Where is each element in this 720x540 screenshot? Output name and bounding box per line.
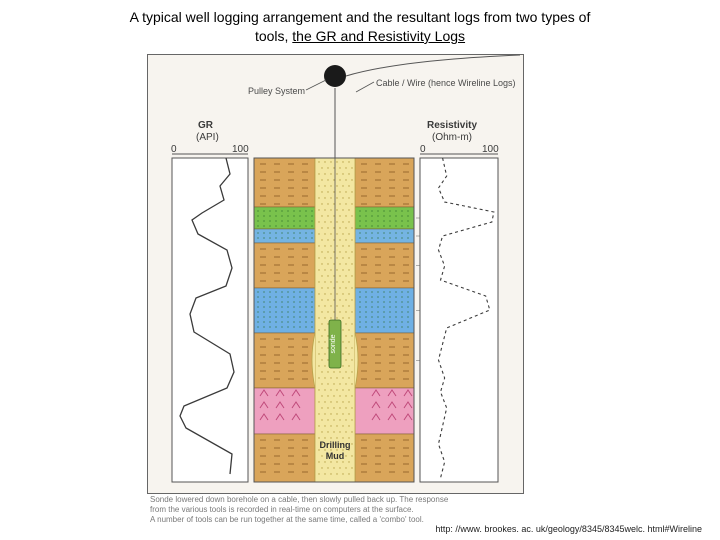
page-title: A typical well logging arrangement and t… [0,0,720,50]
gr-heading: GR [198,120,213,131]
res-hundred: 100 [482,144,499,155]
res-unit: (Ohm-m) [432,132,472,143]
title-line-2b: the GR and Resistivity Logs [292,28,465,44]
source-url: http: //www. brookes. ac. uk/geology/834… [435,524,702,534]
title-line-1: A typical well logging arrangement and t… [130,9,591,25]
title-line-2a: tools, [255,28,292,44]
footer-line-3: A number of tools can be run together at… [150,515,424,525]
cable-label: Cable / Wire (hence Wireline Logs) [376,78,516,88]
gr-unit: (API) [196,132,219,143]
pulley-label: Pulley System [248,86,305,96]
gr-hundred: 100 [232,144,249,155]
gr-zero: 0 [171,144,177,155]
footer-line-2: from the various tools is recorded in re… [150,505,414,515]
res-heading: Resistivity [427,120,477,131]
res-zero: 0 [420,144,426,155]
footer-line-1: Sonde lowered down borehole on a cable, … [150,495,448,505]
